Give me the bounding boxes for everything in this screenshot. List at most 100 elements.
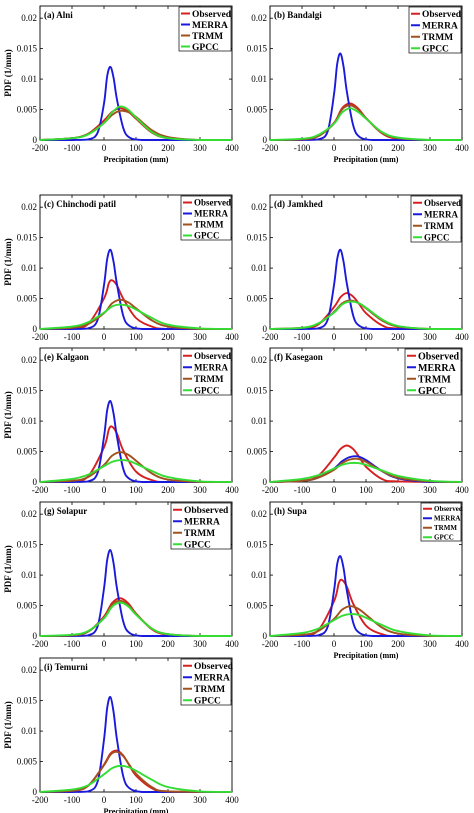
series-line-trmm [39,451,232,483]
series-line-gpcc [269,300,462,330]
series-line-merra [40,549,232,637]
x-tick-label: -100 [64,332,81,342]
y-tick-label: 0.01 [21,416,37,426]
y-tick-label: 0.015 [17,540,38,550]
y-tick-label: 0.02 [251,509,267,519]
series-line-observed [39,279,232,330]
x-tick-label: -200 [32,795,49,805]
y-axis-label: PDF (1/mm) [3,701,13,748]
subplot-title: (f) Kasegaon [274,352,323,362]
legend-label: Observed [194,351,231,361]
x-tick-label: -100 [64,795,81,805]
x-tick-label: 300 [423,332,437,342]
legend-label: MERRA [194,674,230,684]
y-tick-label: 0.01 [251,570,267,580]
y-tick-label: 0.02 [251,202,267,212]
y-tick-label: 0.015 [247,540,268,550]
legend-label: MERRA [422,22,458,32]
series-line-observed [269,444,463,483]
y-tick-label: 0.015 [17,44,38,54]
legend-label: MERRA [194,362,228,372]
series-line-gpcc [39,303,233,330]
y-tick-label: 0.005 [17,294,38,304]
legend-label: Observed [418,351,460,362]
legend-label: Observed [192,10,232,20]
x-axis-label: Precipitation (mm) [334,651,399,660]
x-tick-label: 300 [193,795,207,805]
series-line-trmm [269,457,463,483]
x-tick-label: 400 [455,639,469,649]
legend-label: TRMM [184,529,215,539]
subplot-6: -200 -100 0 100 200 300 400 0 0.005 0.01 0.015 0.02… [247,347,469,495]
subplot-3: -200 -100 0 100 200 300 400 0 0.005 0.01 0.015 0.02… [3,194,239,342]
subplot-8: -200 -100 0 100 200 300 400 0 0.005 0.01 0.015 0.02… [247,501,469,660]
x-tick-label: 100 [129,485,143,495]
x-tick-label: 0 [102,143,107,153]
legend-label: GPCC [424,232,450,242]
y-tick-label: 0.02 [21,509,37,519]
y-tick-label: 0.005 [247,294,268,304]
x-tick-label: 300 [193,485,207,495]
y-tick-label: 0.02 [251,355,267,365]
y-tick-label: 0.02 [21,665,37,675]
subplot-1: -200 -100 0 100 200 300 400 0 0.005 0.01 0.015 0.02… [3,5,239,164]
legend-label: Observed [194,662,234,672]
x-tick-label: -100 [294,143,311,153]
y-tick-label: 0.01 [21,74,37,84]
y-tick-label: 0 [263,631,268,641]
x-tick-label: -200 [262,639,279,649]
x-tick-label: 400 [225,143,239,153]
legend-label: TRMM [434,524,457,532]
legend-label: GPCC [422,45,449,55]
subplot-4: -200 -100 0 100 200 300 400 0 0.005 0.01 0.015 0.02… [247,194,469,342]
series-line-merra [39,696,232,793]
x-tick-label: -200 [32,485,49,495]
legend-label: GPCC [434,534,454,542]
series-line-observed [269,102,462,141]
x-tick-label: 100 [359,639,373,649]
x-axis-label: Precipitation (mm) [104,807,169,813]
x-tick-label: 400 [225,332,239,342]
y-tick-label: 0 [33,324,38,334]
series-line-observed [269,578,462,637]
x-tick-label: -200 [262,485,279,495]
y-tick-label: 0.005 [17,447,38,457]
x-tick-label: 0 [332,485,337,495]
x-tick-label: 300 [423,143,437,153]
series-line-gpcc [39,764,233,793]
series-line-merra [270,555,462,637]
x-tick-label: 400 [455,332,469,342]
y-tick-label: 0.005 [17,757,38,767]
x-tick-label: 200 [391,485,405,495]
legend-label: GPCC [192,43,219,53]
series-line-observed [39,425,232,483]
series-line-trmm [269,104,462,141]
series-line-gpcc [269,613,463,637]
x-tick-label: 200 [391,332,405,342]
legend-label: TRMM [418,374,451,385]
legend-label: Obbserved [184,506,229,516]
y-tick-label: 0.005 [17,601,38,611]
x-tick-label: -200 [32,332,49,342]
x-tick-label: 0 [332,143,337,153]
x-axis-label: Precipitation (mm) [334,155,399,164]
legend-label: Observed [422,10,462,20]
x-tick-label: 200 [161,143,175,153]
series-line-gpcc [269,461,463,483]
x-tick-label: -100 [294,332,311,342]
series-line-gpcc [39,105,232,141]
x-tick-label: 300 [423,639,437,649]
y-tick-label: 0.01 [251,416,267,426]
subplot-2: -200 -100 0 100 200 300 400 0 0.005 0.01 0.015 0.02… [247,5,469,164]
legend-label: MERRA [434,515,460,523]
legend-label: Observed [194,198,231,208]
legend-label: MERRA [184,518,220,528]
y-axis-label: PDF (1/mm) [3,49,13,96]
y-tick-label: 0.01 [251,263,267,273]
series-line-merra [270,52,462,141]
y-tick-label: 0.02 [21,202,37,212]
y-tick-label: 0.005 [247,105,268,115]
